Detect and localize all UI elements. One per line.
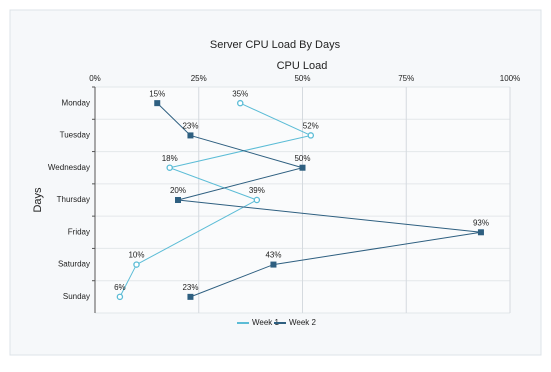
y-tick-label: Sunday: [63, 292, 90, 301]
marker: [133, 261, 140, 268]
x-tick-label: 0%: [89, 74, 101, 83]
x-tick-label: 75%: [398, 74, 414, 83]
legend-label: Week 1: [252, 318, 280, 327]
y-tick-label: Saturday: [58, 260, 90, 269]
y-tick-label: Wednesday: [48, 163, 90, 172]
x-tick-label: 100%: [500, 74, 520, 83]
marker: [477, 229, 484, 236]
y-axis-title: Days: [32, 187, 44, 213]
marker: [154, 100, 161, 107]
y-tick-label: Thursday: [57, 195, 90, 204]
data-label: 50%: [294, 154, 310, 163]
data-label: 39%: [249, 186, 265, 195]
marker: [187, 293, 194, 300]
gap-connector: [136, 199, 258, 266]
data-label: 15%: [149, 89, 165, 98]
y-tick-label: Monday: [62, 98, 90, 107]
data-label: 43%: [265, 251, 281, 260]
x-axis-title: CPU Load: [277, 60, 328, 72]
marker: [236, 99, 244, 107]
marker: [187, 132, 194, 139]
x-tick-label: 50%: [294, 74, 310, 83]
legend-label: Week 2: [289, 318, 317, 327]
data-label: 52%: [303, 122, 319, 131]
marker: [166, 164, 173, 171]
marker: [307, 132, 315, 139]
y-tick-label: Tuesday: [60, 131, 90, 140]
data-label: 35%: [232, 89, 248, 98]
marker: [270, 261, 277, 268]
y-tick-label: Friday: [68, 227, 90, 236]
data-label: 18%: [162, 154, 178, 163]
marker: [116, 293, 124, 301]
data-label: 6%: [114, 283, 126, 292]
chart-title: Server CPU Load By Days: [210, 39, 341, 51]
data-label: 23%: [182, 122, 198, 131]
marker: [299, 164, 306, 171]
series-line: [119, 102, 313, 298]
data-label: 93%: [473, 218, 489, 227]
data-label: 20%: [170, 186, 186, 195]
data-label: 23%: [182, 283, 198, 292]
x-tick-label: 25%: [191, 74, 207, 83]
data-label: 10%: [128, 251, 144, 260]
marker: [175, 197, 181, 203]
marker: [253, 196, 261, 204]
